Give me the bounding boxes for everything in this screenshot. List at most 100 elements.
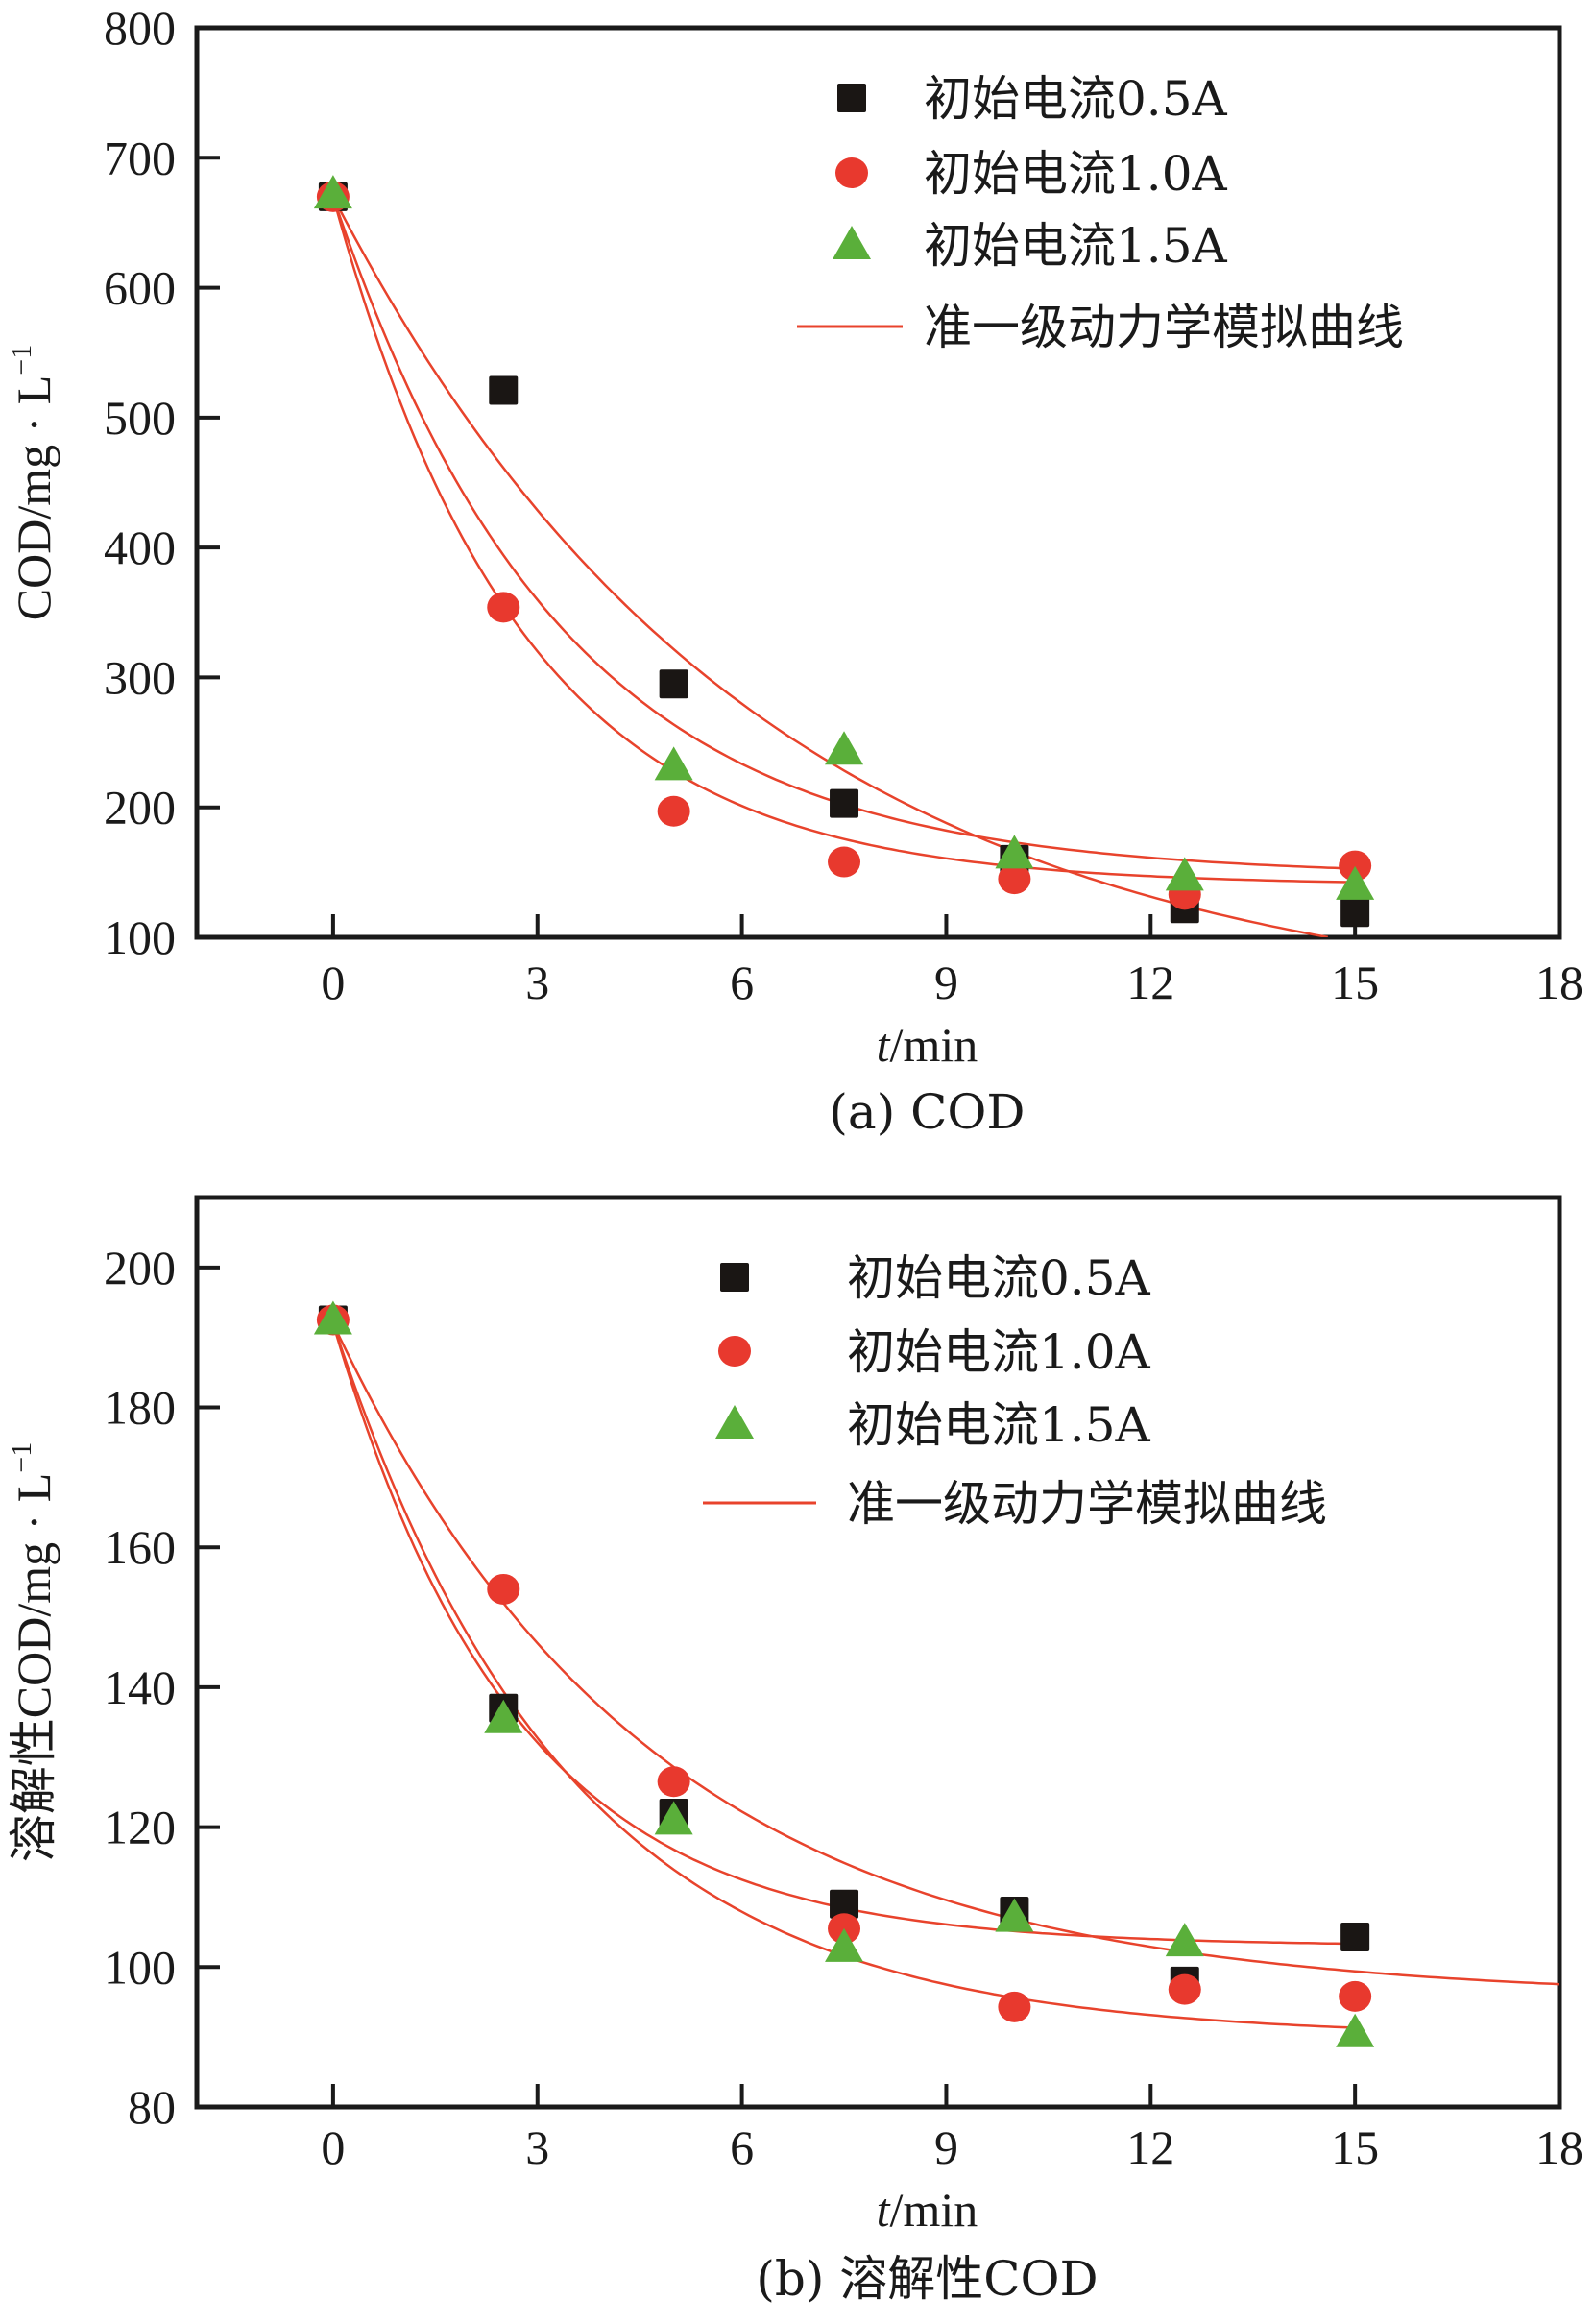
data-point-square (830, 788, 859, 818)
y-tick-label: 800 (104, 1, 176, 55)
x-tick-label: 18 (1535, 2120, 1583, 2174)
x-tick-label: 12 (1126, 956, 1174, 1009)
data-point-square (830, 1889, 859, 1919)
data-point-triangle (995, 1898, 1034, 1932)
data-point-triangle (313, 1300, 352, 1335)
data-point-circle (657, 795, 690, 827)
data-point-triangle (1165, 857, 1204, 891)
y-axis-title-text: COD/mg · L (7, 375, 60, 621)
data-point-square (489, 375, 519, 405)
x-tick-label: 3 (525, 956, 549, 1009)
data-point-square (1340, 1922, 1370, 1951)
x-axis-title-variable: t (877, 2183, 891, 2237)
x-axis-title-unit: /min (890, 2183, 978, 2237)
data-point-circle (1168, 1973, 1201, 2005)
x-tick-label: 0 (321, 956, 345, 1009)
legend-marker-square (837, 84, 866, 112)
fit-curve-1 (331, 1322, 1559, 1986)
x-axis-title: t/min (877, 2183, 978, 2237)
legend-label-fit: 准一级动力学模拟曲线 (924, 300, 1404, 355)
plot-frame (194, 25, 1562, 940)
data-point-circle (828, 846, 861, 878)
fit-curve-0 (331, 1322, 1356, 1946)
legend-marker-triangle (833, 226, 871, 259)
data-point-triangle (825, 1927, 864, 1962)
legend-label: 初始电流1.5A (924, 218, 1228, 274)
x-tick-label: 9 (934, 956, 958, 1009)
y-tick-label: 300 (104, 650, 176, 704)
x-tick-label: 3 (525, 2120, 549, 2174)
series-square (318, 182, 1370, 928)
x-axis-title-variable: t (877, 1018, 891, 1072)
legend-marker-square (720, 1263, 749, 1292)
data-point-circle (1339, 850, 1372, 882)
legend-label: 初始电流1.0A (924, 146, 1228, 202)
fit-curve-2 (331, 196, 1356, 870)
data-point-circle (998, 863, 1031, 895)
data-point-circle (487, 592, 520, 623)
data-point-triangle (1336, 2013, 1375, 2047)
legend-label-fit: 准一级动力学模拟曲线 (847, 1476, 1327, 1532)
x-tick-label: 9 (934, 2120, 958, 2174)
y-tick-label: 400 (104, 520, 176, 574)
legend-label: 初始电流0.5A (924, 71, 1228, 127)
x-tick-label: 18 (1535, 956, 1583, 1009)
y-tick-label: 100 (104, 910, 176, 964)
x-tick-label: 15 (1331, 2120, 1379, 2174)
legend: 初始电流0.5A 初始电流1.0A 初始电流1.5A 准一级动力学模拟曲线 (703, 1250, 1327, 1532)
y-axis-title-superscript: −1 (6, 345, 37, 375)
y-tick-label: 200 (104, 781, 176, 835)
y-axis-title-text: 溶解性COD/mg · L (7, 1473, 60, 1863)
legend-label: 初始电流0.5A (847, 1250, 1151, 1306)
y-tick-label: 80 (128, 2080, 176, 2134)
legend-marker-triangle (715, 1405, 754, 1439)
x-tick-label: 15 (1331, 956, 1379, 1009)
y-tick-label: 200 (104, 1241, 176, 1295)
data-point-triangle (1165, 1923, 1204, 1957)
chart-panel-b: 80 100 120 140 160 180 200 0 3 6 9 12 15 18 t/min 溶解性CO… (6, 1195, 1583, 2307)
y-axis-title: COD/mg · L−1 (6, 345, 60, 620)
data-point-square (1340, 898, 1370, 928)
y-tick-label: 140 (104, 1660, 176, 1714)
x-axis-title: t/min (877, 1018, 978, 1072)
series-circle (316, 1304, 1372, 2022)
x-tick-label: 12 (1126, 2120, 1174, 2174)
data-point-triangle (313, 175, 352, 209)
y-tick-label: 180 (104, 1381, 176, 1435)
data-point-square (659, 669, 688, 699)
data-point-triangle (484, 1699, 523, 1733)
legend-marker-circle (835, 157, 868, 188)
data-point-triangle (1336, 865, 1375, 900)
x-axis-title-unit: /min (890, 1018, 978, 1072)
data-point-circle (657, 1766, 690, 1798)
y-tick-label: 100 (104, 1940, 176, 1994)
series-triangle (313, 1300, 1375, 2047)
y-tick-label: 160 (104, 1520, 176, 1574)
legend-label: 初始电流1.0A (847, 1324, 1151, 1380)
y-tick-label: 600 (104, 261, 176, 315)
data-point-circle (487, 1573, 520, 1605)
y-axis-title-superscript: −1 (6, 1442, 37, 1473)
chart-panel-a: 100 200 300 400 500 600 700 800 0 3 6 9 12 15 18 t/min C… (6, 1, 1583, 1140)
data-point-triangle (995, 835, 1034, 869)
figure-caption: (b) 溶解性COD (756, 2251, 1098, 2307)
series-triangle (313, 175, 1375, 900)
data-point-triangle (654, 1801, 693, 1835)
x-tick-label: 0 (321, 2120, 345, 2174)
plot-frame (194, 1195, 1562, 2110)
figure-caption: (a) COD (829, 1084, 1025, 1140)
y-axis-title: 溶解性COD/mg · L−1 (6, 1442, 60, 1862)
legend: 初始电流0.5A 初始电流1.0A 初始电流1.5A 准一级动力学模拟曲线 (797, 71, 1404, 355)
x-tick-label: 6 (730, 2120, 754, 2174)
y-tick-label: 120 (104, 1801, 176, 1854)
data-point-circle (998, 1991, 1031, 2022)
y-tick-label: 500 (104, 391, 176, 445)
data-point-triangle (825, 731, 864, 765)
x-tick-label: 6 (730, 956, 754, 1009)
legend-label: 初始电流1.5A (847, 1397, 1151, 1453)
data-point-triangle (654, 746, 693, 781)
y-tick-label: 700 (104, 131, 176, 184)
data-point-circle (1339, 1980, 1372, 2012)
legend-marker-circle (718, 1336, 751, 1367)
